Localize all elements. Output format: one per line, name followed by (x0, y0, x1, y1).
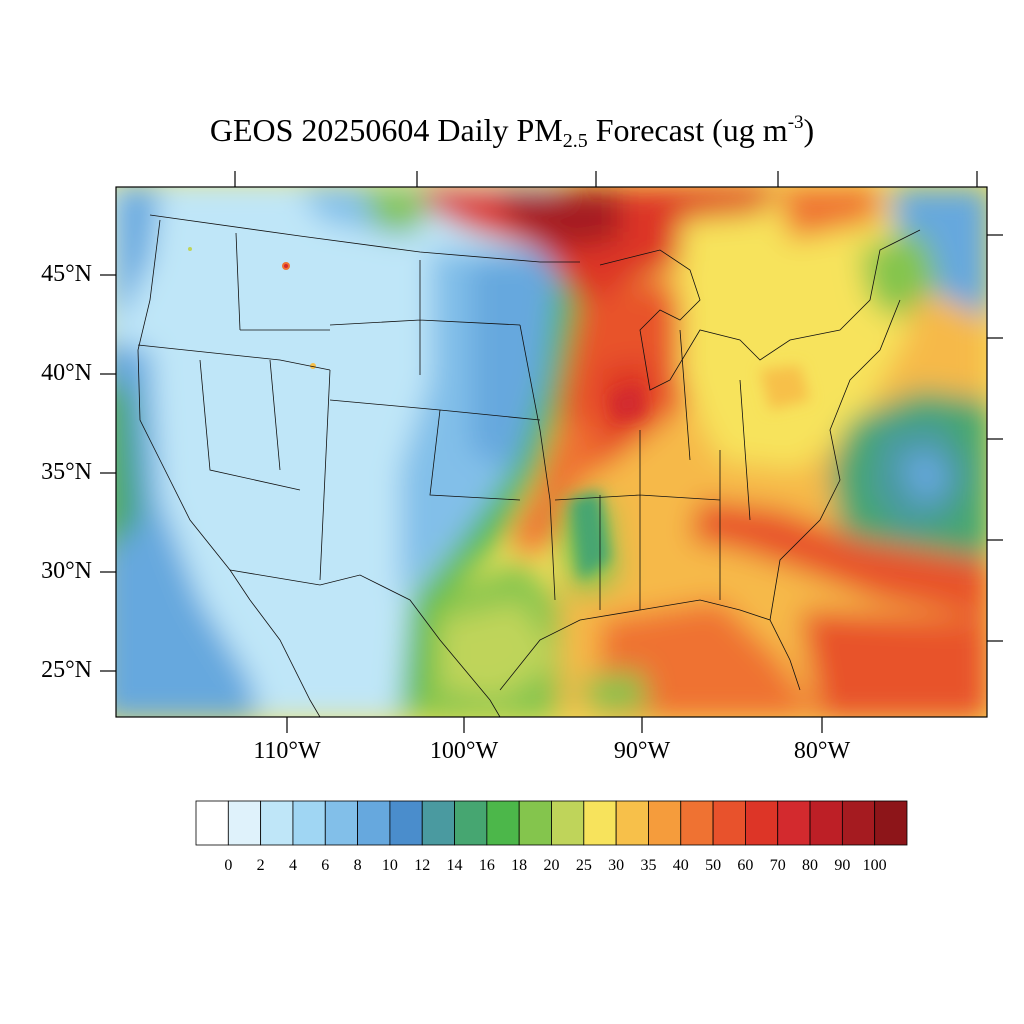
colorbar-tick-label: 8 (353, 857, 362, 874)
lon-label-100w: 100°W (429, 738, 499, 764)
colorbar-swatch (777, 800, 811, 846)
colorbar-swatch (292, 800, 326, 846)
frame-ticks (100, 171, 1003, 733)
title-text: GEOS 20250604 Daily PM (209, 112, 563, 148)
colorbar-swatch (486, 800, 520, 846)
lon-label-80w: 80°W (793, 738, 851, 764)
colorbar-tick-label: 90 (834, 857, 851, 874)
colorbar-tick-label: 60 (737, 857, 754, 874)
colorbar-swatch (260, 800, 294, 846)
colorbar-tick-label: 40 (672, 857, 689, 874)
lat-label-30: 30°N (41, 558, 92, 584)
colorbar-swatch (551, 800, 585, 846)
colorbar-tick-label: 20 (543, 857, 560, 874)
title-close-paren: ) (803, 112, 815, 148)
colorbar-swatch (874, 800, 908, 846)
colorbar-tick-label: 30 (608, 857, 625, 874)
colorbar-swatch (454, 800, 488, 846)
colorbar-swatch (324, 800, 358, 846)
lon-label-110w: 110°W (253, 738, 321, 764)
title-superscript: -3 (787, 112, 804, 133)
map-frame (115, 186, 988, 718)
colorbar-tick-label: 18 (511, 857, 528, 874)
colorbar (195, 800, 908, 846)
colorbar-tick-label: 70 (769, 857, 786, 874)
colorbar-tick-label: 4 (288, 857, 297, 874)
colorbar-tick-label: 35 (640, 857, 657, 874)
colorbar-swatch (421, 800, 455, 846)
colorbar-tick-label: 25 (575, 857, 592, 874)
colorbar-swatch (357, 800, 391, 846)
lat-label-45: 45°N (41, 261, 92, 287)
colorbar-tick-label: 2 (256, 857, 265, 874)
lon-label-90w: 90°W (613, 738, 671, 764)
colorbar-swatch (745, 800, 779, 846)
colorbar-swatch (809, 800, 843, 846)
lat-label-25: 25°N (41, 657, 92, 683)
colorbar-tick-label: 6 (321, 857, 330, 874)
colorbar-swatch (195, 800, 229, 846)
colorbar-tick-label: 14 (446, 857, 463, 874)
colorbar-tick-label: 12 (414, 857, 431, 874)
colorbar-tick-label: 10 (381, 857, 398, 874)
colorbar-swatch (648, 800, 682, 846)
title-subscript: 2.5 (562, 130, 588, 152)
colorbar-swatch (518, 800, 552, 846)
colorbar-swatch (389, 800, 423, 846)
colorbar-tick-label: 80 (802, 857, 819, 874)
colorbar-swatch (583, 800, 617, 846)
colorbar-tick-label: 0 (224, 857, 233, 874)
colorbar-tick-label: 50 (705, 857, 722, 874)
colorbar-swatch (615, 800, 649, 846)
title-units-text: Forecast (ug m (587, 112, 788, 148)
colorbar-swatch (227, 800, 262, 846)
map-title: GEOS 20250604 Daily PM2.5 Forecast (ug m… (0, 112, 1024, 153)
pm25-field (116, 187, 987, 717)
colorbar-tick-label: 100 (862, 857, 887, 874)
lat-label-40: 40°N (41, 360, 92, 386)
lat-label-35: 35°N (41, 459, 92, 485)
colorbar-tick-label: 16 (478, 857, 495, 874)
boundary-lines (137, 214, 921, 717)
colorbar-swatch (712, 800, 746, 846)
colorbar-swatch (841, 800, 876, 846)
colorbar-swatch (680, 800, 714, 846)
